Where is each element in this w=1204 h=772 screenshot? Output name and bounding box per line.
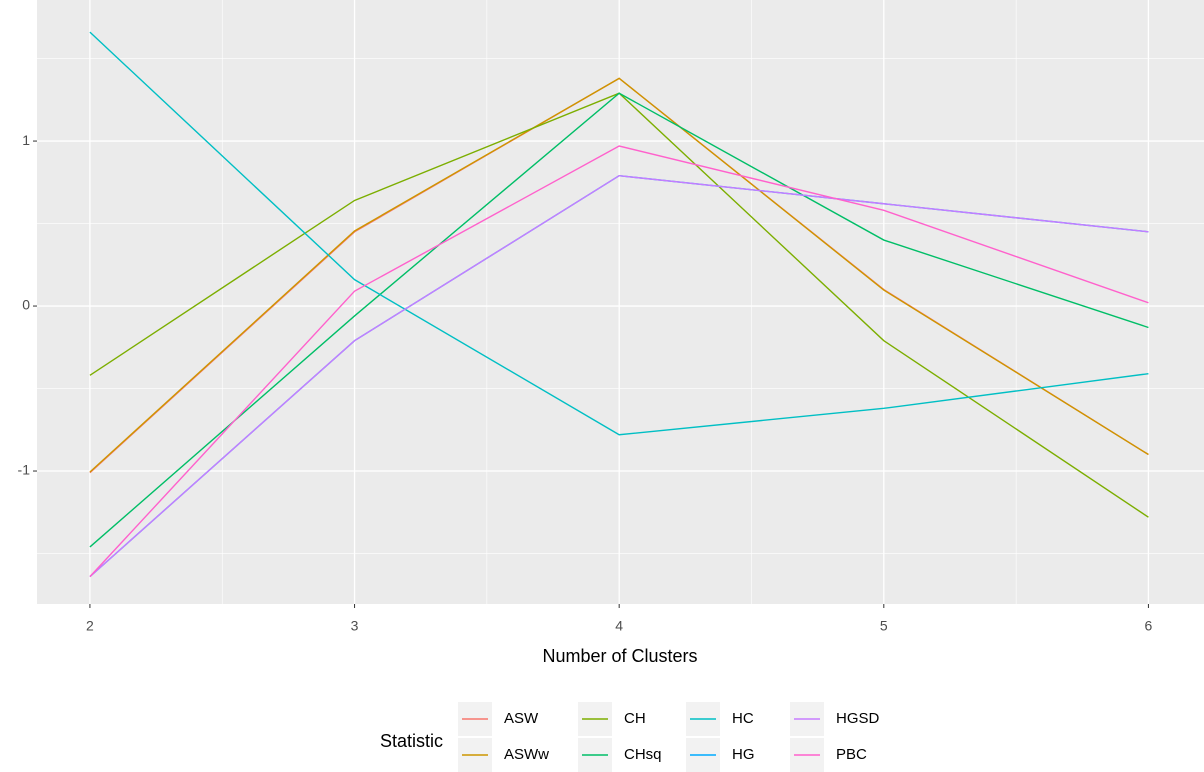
y-tick-label: -1 xyxy=(18,462,31,478)
legend-label: ASW xyxy=(504,710,539,727)
legend-label: HC xyxy=(732,710,754,727)
series-line xyxy=(89,92,1149,548)
legend-label: ASWw xyxy=(504,746,549,763)
legend-title: Statistic xyxy=(380,731,443,751)
series-line xyxy=(89,174,1149,578)
y-tick-label: 1 xyxy=(22,132,30,148)
series-line xyxy=(89,145,1149,578)
legend-label: PBC xyxy=(836,746,867,763)
panel xyxy=(37,0,1204,604)
x-tick-label: 4 xyxy=(615,618,623,634)
y-tick-label: 0 xyxy=(22,297,30,313)
legend-label: HGSD xyxy=(836,710,880,727)
x-tick-label: 6 xyxy=(1145,618,1153,634)
series-line xyxy=(89,31,1149,436)
legend-label: HG xyxy=(732,746,755,763)
legend-label: CH xyxy=(624,710,646,727)
x-tick-label: 5 xyxy=(880,618,888,634)
x-axis-title: Number of Clusters xyxy=(542,646,697,666)
legend-label: CHsq xyxy=(624,746,662,763)
x-tick-label: 3 xyxy=(351,618,359,634)
series-line xyxy=(89,77,1149,473)
x-tick-label: 2 xyxy=(86,618,94,634)
